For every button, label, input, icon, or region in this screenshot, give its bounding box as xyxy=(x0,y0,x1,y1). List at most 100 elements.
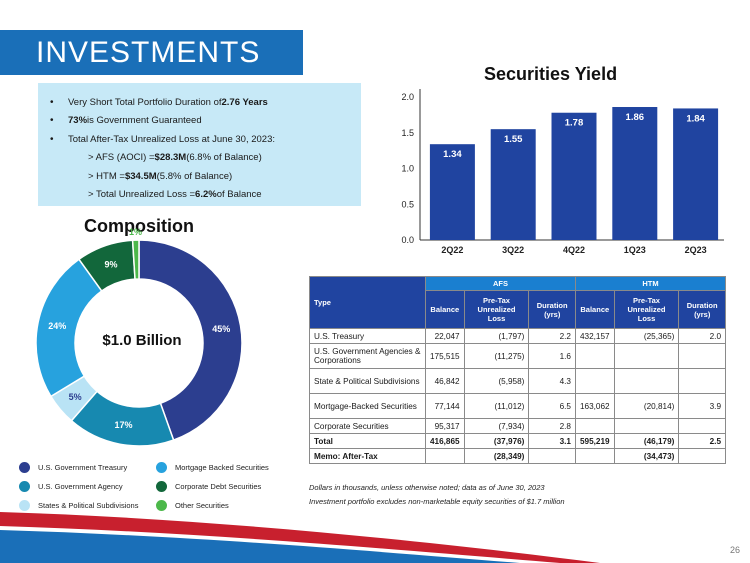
table-cell: 2.0 xyxy=(678,328,726,344)
bullet-item: • Very Short Total Portfolio Duration of … xyxy=(50,96,268,108)
chart-title: Securities Yield xyxy=(484,64,618,84)
securities-table: Type AFS HTM Balance Pre-Tax Unrealized … xyxy=(309,276,727,464)
table-cell: 46,842 xyxy=(425,368,465,394)
table-cell: (11,275) xyxy=(463,343,530,369)
page-title: INVESTMENTS xyxy=(36,36,261,69)
table-cell: (28,349) xyxy=(463,448,530,464)
legend-item: U.S. Government Agency xyxy=(19,481,123,492)
table-cell: (5,958) xyxy=(463,368,530,394)
table-cell: 6.5 xyxy=(528,393,576,419)
table-row: Mortgage-Backed Securities 77,144 (11,012)… xyxy=(309,393,726,419)
table-cell: 22,047 xyxy=(425,328,465,344)
table-cell: 4.3 xyxy=(528,368,576,394)
y-tick-label: 2.0 xyxy=(401,92,414,102)
table-cell xyxy=(425,448,465,464)
y-tick-label: 1.5 xyxy=(401,128,414,138)
title-banner: INVESTMENTS xyxy=(0,30,303,75)
donut-slice-label: 17% xyxy=(114,420,132,430)
table-cell: (25,365) xyxy=(613,328,680,344)
donut-slice-label: 24% xyxy=(48,321,66,331)
table-cell: 163,062 xyxy=(574,393,615,419)
table-cell: (7,934) xyxy=(463,418,530,434)
composition-title: Composition xyxy=(84,216,194,236)
row-type-cell: Corporate Securities xyxy=(309,418,426,434)
donut-slice xyxy=(49,375,99,422)
table-cell: 2.8 xyxy=(528,418,576,434)
legend-swatch xyxy=(19,481,30,492)
footnote: Dollars in thousands, unless otherwise n… xyxy=(309,483,545,492)
bar xyxy=(490,129,536,240)
row-type-cell: Mortgage-Backed Securities xyxy=(309,393,426,419)
footnote: Investment portfolio excludes non-market… xyxy=(309,497,565,506)
legend-swatch xyxy=(19,500,30,511)
sub-bullet-item: > AFS (AOCI) = $28.3M (6.8% of Balance) xyxy=(88,152,262,164)
table-row: Corporate Securities 95,317 (7,934) 2.8 xyxy=(309,418,726,434)
x-tick-label: 1Q23 xyxy=(624,245,646,255)
column-header: Duration (yrs) xyxy=(528,290,576,329)
table-cell xyxy=(678,343,726,369)
donut-center-label: $1.0 Billion xyxy=(102,332,182,349)
donut-slice xyxy=(77,239,136,293)
donut-slice-label: 9% xyxy=(104,259,117,269)
x-tick-label: 2Q23 xyxy=(685,245,707,255)
table-cell: (46,179) xyxy=(613,433,680,449)
row-type-cell: Memo: After-Tax xyxy=(309,448,426,464)
bar-data-label: 1.84 xyxy=(686,113,705,124)
bar xyxy=(612,107,658,240)
table-cell: 432,157 xyxy=(574,328,615,344)
htm-group-header: HTM xyxy=(574,276,727,291)
column-header: Balance xyxy=(425,290,465,329)
table-cell: 416,865 xyxy=(425,433,465,449)
table-row: State & Political Subdivisions 46,842 (5,9… xyxy=(309,368,726,394)
table-cell: 3.9 xyxy=(678,393,726,419)
legend-item: Corporate Debt Securities xyxy=(156,481,261,492)
bar xyxy=(429,144,475,240)
bar-data-label: 1.34 xyxy=(443,149,462,160)
table-cell xyxy=(613,418,680,434)
table-cell xyxy=(613,343,680,369)
bar-data-label: 1.55 xyxy=(504,134,523,145)
legend-item: Other Securities xyxy=(156,500,229,511)
row-type-cell: State & Political Subdivisions xyxy=(309,368,426,394)
legend-swatch xyxy=(156,462,167,473)
table-cell xyxy=(678,368,726,394)
bullet-item: • 73% is Government Guaranteed xyxy=(50,115,202,127)
bar-data-label: 1.86 xyxy=(626,112,645,123)
afs-group-header: AFS xyxy=(425,276,576,291)
donut-slice xyxy=(35,258,103,398)
row-type-cell: Total xyxy=(309,433,426,449)
table-cell xyxy=(574,418,615,434)
table-cell: 95,317 xyxy=(425,418,465,434)
page-number: 26 xyxy=(729,545,740,555)
donut-slice-label: 45% xyxy=(212,324,230,334)
column-header: Duration (yrs) xyxy=(678,290,726,329)
table-cell xyxy=(678,418,726,434)
table-row: Total 416,865 (37,976) 3.1 595,219 (46,179) 2.… xyxy=(309,433,726,449)
table-row: U.S. Treasury 22,047 (1,797) 2.2 432,157 (25,… xyxy=(309,328,726,344)
table-cell: 77,144 xyxy=(425,393,465,419)
column-header: Pre-Tax Unrealized Loss xyxy=(613,290,680,329)
sub-bullet-item: > HTM = $34.5M (5.8% of Balance) xyxy=(88,170,233,182)
x-tick-label: 3Q22 xyxy=(502,245,524,255)
table-cell: 1.6 xyxy=(528,343,576,369)
table-cell: (34,473) xyxy=(613,448,680,464)
column-header: Pre-Tax Unrealized Loss xyxy=(463,290,530,329)
table-cell: 3.1 xyxy=(528,433,576,449)
donut-slice xyxy=(131,239,140,280)
legend-item: Mortgage Backed Securities xyxy=(156,462,269,473)
donut-slice-label: 5% xyxy=(69,392,82,402)
table-cell: 595,219 xyxy=(574,433,615,449)
table-row: U.S. Government Agencies & Corporations 1… xyxy=(309,343,726,369)
type-column-header: Type xyxy=(309,276,426,329)
y-tick-label: 0.0 xyxy=(401,235,414,245)
x-tick-label: 2Q22 xyxy=(441,245,463,255)
bar-data-label: 1.78 xyxy=(565,118,584,129)
legend-swatch xyxy=(19,462,30,473)
table-cell: (37,976) xyxy=(463,433,530,449)
table-cell: (20,814) xyxy=(613,393,680,419)
table-cell: (1,797) xyxy=(463,328,530,344)
table-cell xyxy=(528,448,576,464)
y-tick-label: 1.0 xyxy=(401,164,414,174)
bullet-item: • Total After-Tax Unrealized Loss at June… xyxy=(50,133,276,145)
column-header: Balance xyxy=(574,290,615,329)
